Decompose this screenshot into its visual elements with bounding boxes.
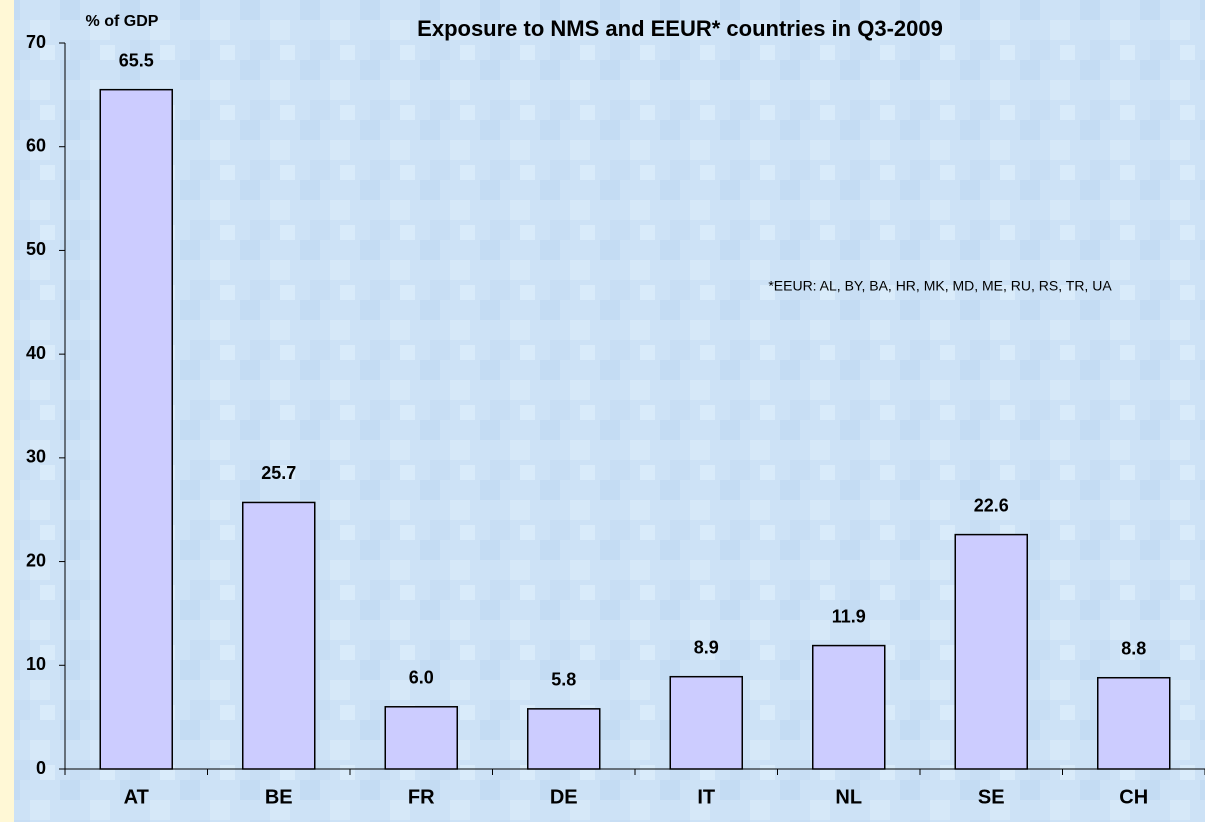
x-tick-label: NL [835, 786, 862, 808]
bar [242, 501, 316, 770]
y-tick-label: 10 [26, 654, 46, 674]
bar [812, 644, 886, 770]
x-tick-label: CH [1119, 786, 1148, 808]
annotation: *EEUR: AL, BY, BA, HR, MK, MD, ME, RU, R… [768, 278, 1112, 294]
x-tick-label: IT [697, 786, 715, 808]
value-label: 8.8 [1121, 638, 1146, 658]
bar [669, 675, 743, 770]
chart-title: Exposure to NMS and EEUR* countries in Q… [417, 16, 943, 41]
y-tick-label: 70 [26, 32, 46, 52]
value-label: 11.9 [832, 606, 866, 626]
x-tick-label: BE [265, 786, 293, 808]
x-tick-label: SE [978, 786, 1005, 808]
value-label: 6.0 [409, 668, 434, 688]
x-tick-label: DE [550, 786, 578, 808]
y-tick-label: 30 [26, 447, 46, 467]
bar [527, 708, 601, 770]
bar [954, 533, 1028, 770]
bar [99, 88, 173, 770]
x-tick-label: FR [408, 786, 435, 808]
x-tick-label: AT [124, 786, 149, 808]
value-label: 8.9 [694, 637, 719, 657]
value-label: 65.5 [119, 50, 154, 70]
bar [384, 706, 458, 770]
y-tick-label: 20 [26, 550, 46, 570]
y-tick-label: 50 [26, 239, 46, 259]
background-strip [0, 0, 14, 822]
y-tick-label: 40 [26, 343, 46, 363]
y-tick-label: 0 [36, 758, 46, 778]
value-label: 5.8 [551, 670, 576, 690]
y-axis-label: % of GDP [86, 13, 159, 30]
y-tick-label: 60 [26, 135, 46, 155]
value-label: 25.7 [261, 463, 296, 483]
value-label: 22.6 [974, 495, 1009, 515]
bar [1097, 676, 1171, 770]
